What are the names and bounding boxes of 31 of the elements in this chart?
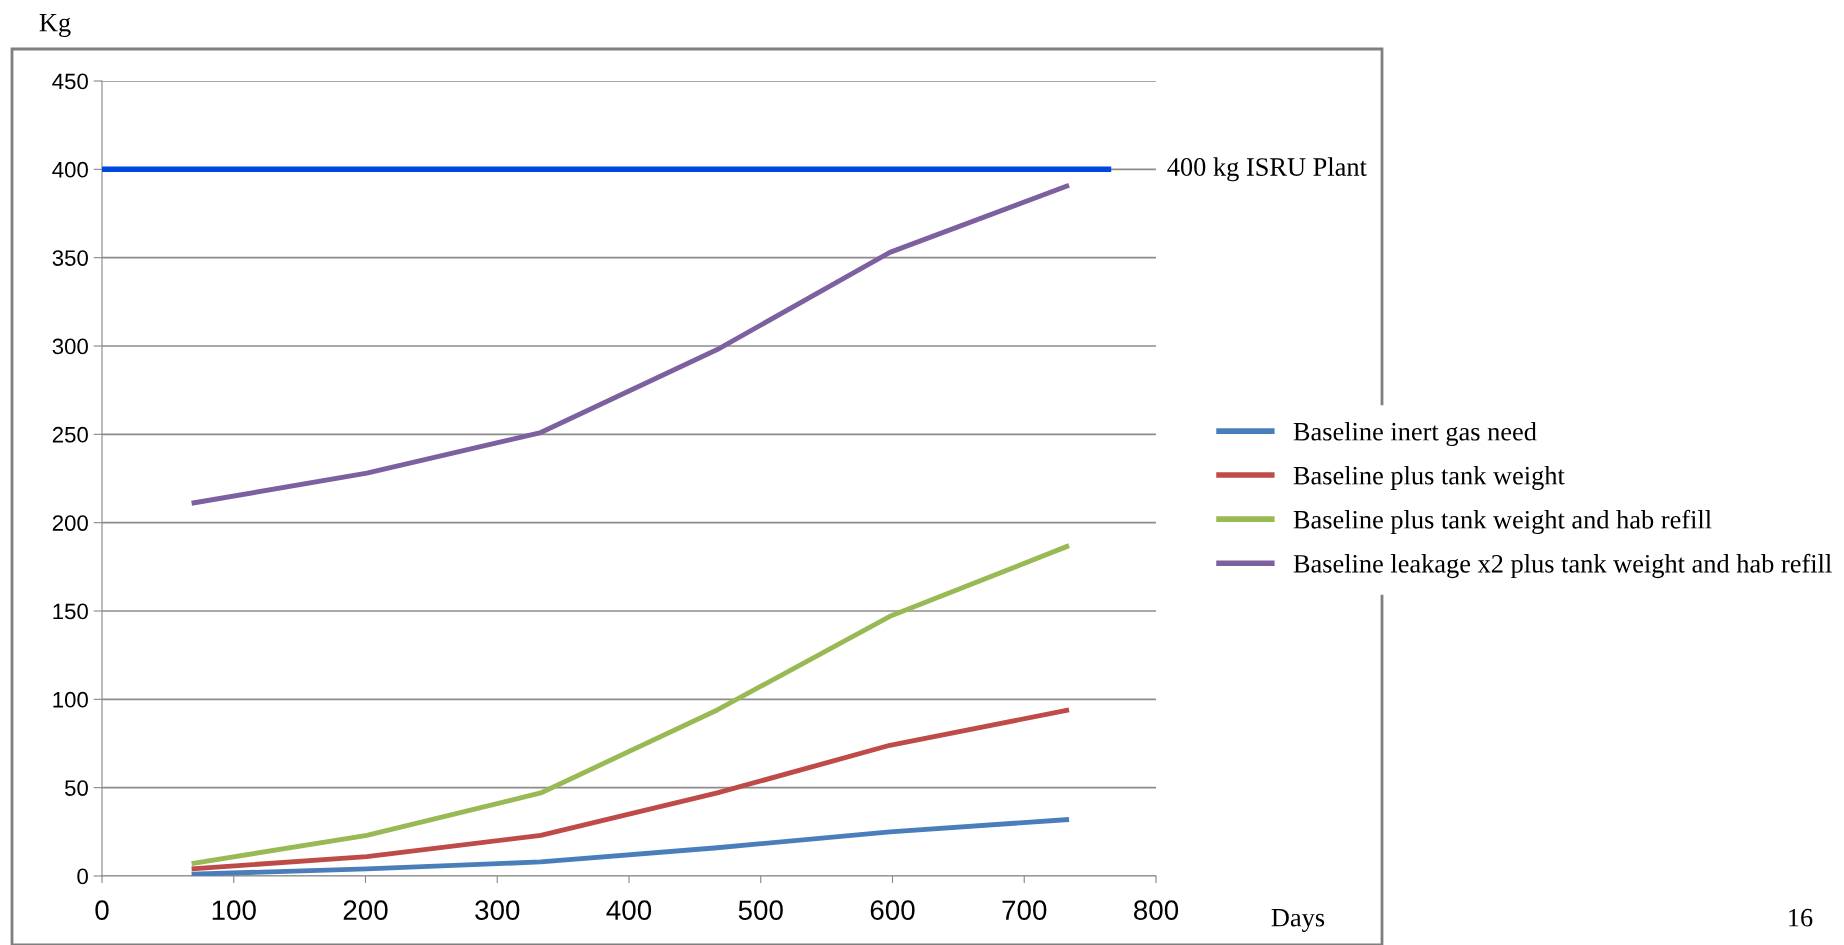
x-tick-label: 400 [606, 900, 652, 921]
y-tick-label: 350 [52, 250, 88, 266]
x-tick-label: 600 [870, 900, 915, 921]
x-tick-label: 100 [212, 900, 256, 921]
y-tick-label: 50 [64, 780, 88, 796]
legend-label: Baseline plus tank weight [1293, 465, 1565, 490]
legend-label: Baseline inert gas need [1293, 422, 1537, 447]
y-tick-label: 150 [53, 603, 88, 620]
x-tick-label: 500 [738, 900, 783, 921]
x-tick-label: 300 [475, 900, 520, 921]
line-series [189, 543, 1072, 867]
x-tick-label: 0 [95, 900, 109, 921]
y-tick-label: 300 [52, 338, 88, 355]
x-tick-label: 200 [343, 900, 388, 921]
x-tick-label: 800 [1134, 900, 1179, 921]
x-axis-title: Days [1271, 908, 1325, 932]
y-tick-label: 250 [52, 426, 88, 443]
y-tick-label: 450 [52, 73, 88, 90]
line-series [189, 817, 1072, 876]
y-tick-label: 100 [53, 691, 88, 708]
y-tick-label: 0 [77, 868, 88, 885]
y-tick-label: 200 [52, 515, 88, 531]
text: 16 [1789, 908, 1813, 927]
y-tick-label: 400 [52, 161, 88, 178]
legend-label: Baseline plus tank weight and hab refill [1293, 509, 1712, 535]
y-axis-title: Kg [39, 13, 71, 37]
line-series [189, 707, 1072, 872]
line-series [189, 182, 1072, 506]
text: 400 kg ISRU Plant [1167, 157, 1367, 182]
legend-label: Baseline leakage x2 plus tank weight and hab refill [1293, 553, 1832, 579]
x-tick-label: 700 [1002, 900, 1047, 921]
